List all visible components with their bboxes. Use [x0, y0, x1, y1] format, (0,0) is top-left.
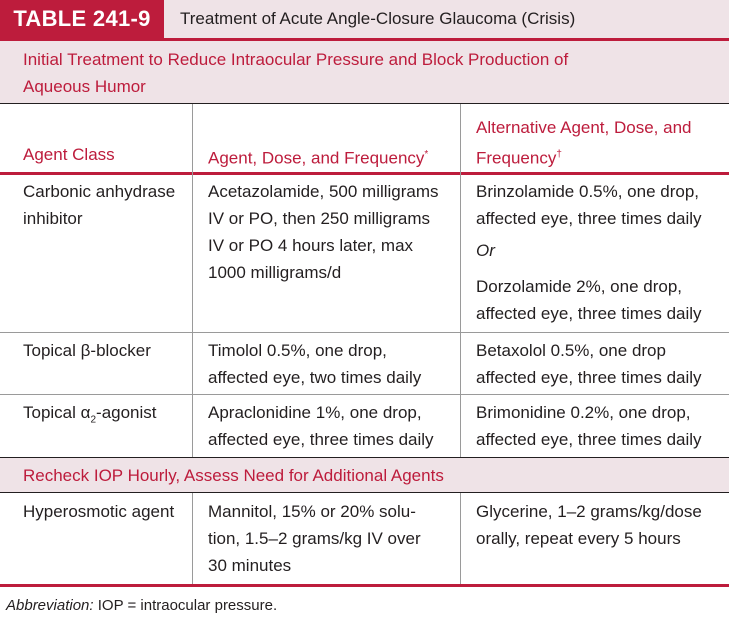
section-1-background	[0, 41, 729, 103]
section-1-heading-line-1: Initial Treatment to Reduce Intraocular …	[23, 50, 569, 69]
row-4-class: Hyperosmotic agent	[23, 502, 175, 521]
row-4-alt-line-1: Glycerine, 1–2 grams/kg/dose	[476, 502, 702, 521]
row-4-agent-line-1: Mannitol, 15% or 20% solu-	[208, 502, 416, 521]
row-2-agent-line-2: affected eye, two times daily	[208, 368, 422, 387]
row-4-alt-line-2: orally, repeat every 5 hours	[476, 529, 681, 548]
section-2-background	[0, 458, 729, 492]
column-divider-2-upper	[460, 104, 461, 332]
column-divider-2-lower	[460, 493, 461, 584]
row-2-class: Topical β-blocker	[23, 341, 151, 360]
row-1-class-line-2: inhibitor	[23, 209, 83, 228]
row-1-alt-b-line-2: affected eye, three times daily	[476, 304, 702, 323]
column-divider-1-lower	[192, 493, 193, 584]
row-1-alt-b-line-1: Dorzolamide 2%, one drop,	[476, 277, 683, 296]
table-number-badge: TABLE 241-9	[0, 0, 164, 38]
title-rule	[0, 38, 729, 41]
row-4-agent-line-2: tion, 1.5–2 grams/kg IV over	[208, 529, 421, 548]
row-4-agent-line-3: 30 minutes	[208, 556, 292, 575]
section-2-heading: Recheck IOP Hourly, Assess Need for Addi…	[23, 466, 444, 485]
column-divider-1-upper	[192, 104, 193, 332]
row-1-agent-line-3: IV or PO 4 hours later, max	[208, 236, 414, 255]
row-1-alt-a-line-1: Brinzolamide 0.5%, one drop,	[476, 182, 700, 201]
column-divider-2-mid	[460, 333, 461, 457]
row-2-rule	[0, 394, 729, 395]
table-title: Treatment of Acute Angle-Closure Glaucom…	[180, 9, 576, 28]
row-3-alt-line-1: Brimonidine 0.2%, one drop,	[476, 403, 691, 422]
row-1-agent-line-2: IV or PO, then 250 milligrams	[208, 209, 431, 228]
row-2-alt-line-1: Betaxolol 0.5%, one drop	[476, 341, 666, 360]
column-header-alternative-line-2: Frequency†	[476, 148, 562, 168]
column-header-alternative-line-1: Alternative Agent, Dose, and	[476, 118, 692, 137]
row-3-rule	[0, 457, 729, 458]
row-1-rule	[0, 332, 729, 333]
row-1-agent-line-4: 1000 milligrams/d	[208, 263, 342, 282]
row-3-agent-line-2: affected eye, three times daily	[208, 430, 434, 449]
abbreviation-footnote: Abbreviation: IOP = intraocular pressure…	[6, 597, 278, 614]
section-1-rule	[0, 103, 729, 104]
row-3-alt-line-2: affected eye, three times daily	[476, 430, 702, 449]
row-2-agent-line-1: Timolol 0.5%, one drop,	[208, 341, 387, 360]
table-bottom-rule	[0, 584, 729, 587]
row-3-agent-line-1: Apraclonidine 1%, one drop,	[208, 403, 422, 422]
section-2-rule	[0, 492, 729, 493]
column-header-rule	[0, 172, 729, 175]
column-divider-1-mid	[192, 333, 193, 457]
row-1-agent-line-1: Acetazolamide, 500 milligrams	[208, 182, 439, 201]
section-1-heading-line-2: Aqueous Humor	[23, 77, 146, 96]
row-1-alt-a-line-2: affected eye, three times daily	[476, 209, 702, 228]
column-header-agent-class: Agent Class	[23, 145, 115, 164]
row-3-class: Topical α2-agonist	[23, 403, 157, 426]
row-2-alt-line-2: affected eye, three times daily	[476, 368, 702, 387]
column-header-agent-dose: Agent, Dose, and Frequency*	[208, 148, 429, 168]
row-1-class-line-1: Carbonic anhydrase	[23, 182, 176, 201]
row-1-alt-or: Or	[476, 241, 495, 260]
